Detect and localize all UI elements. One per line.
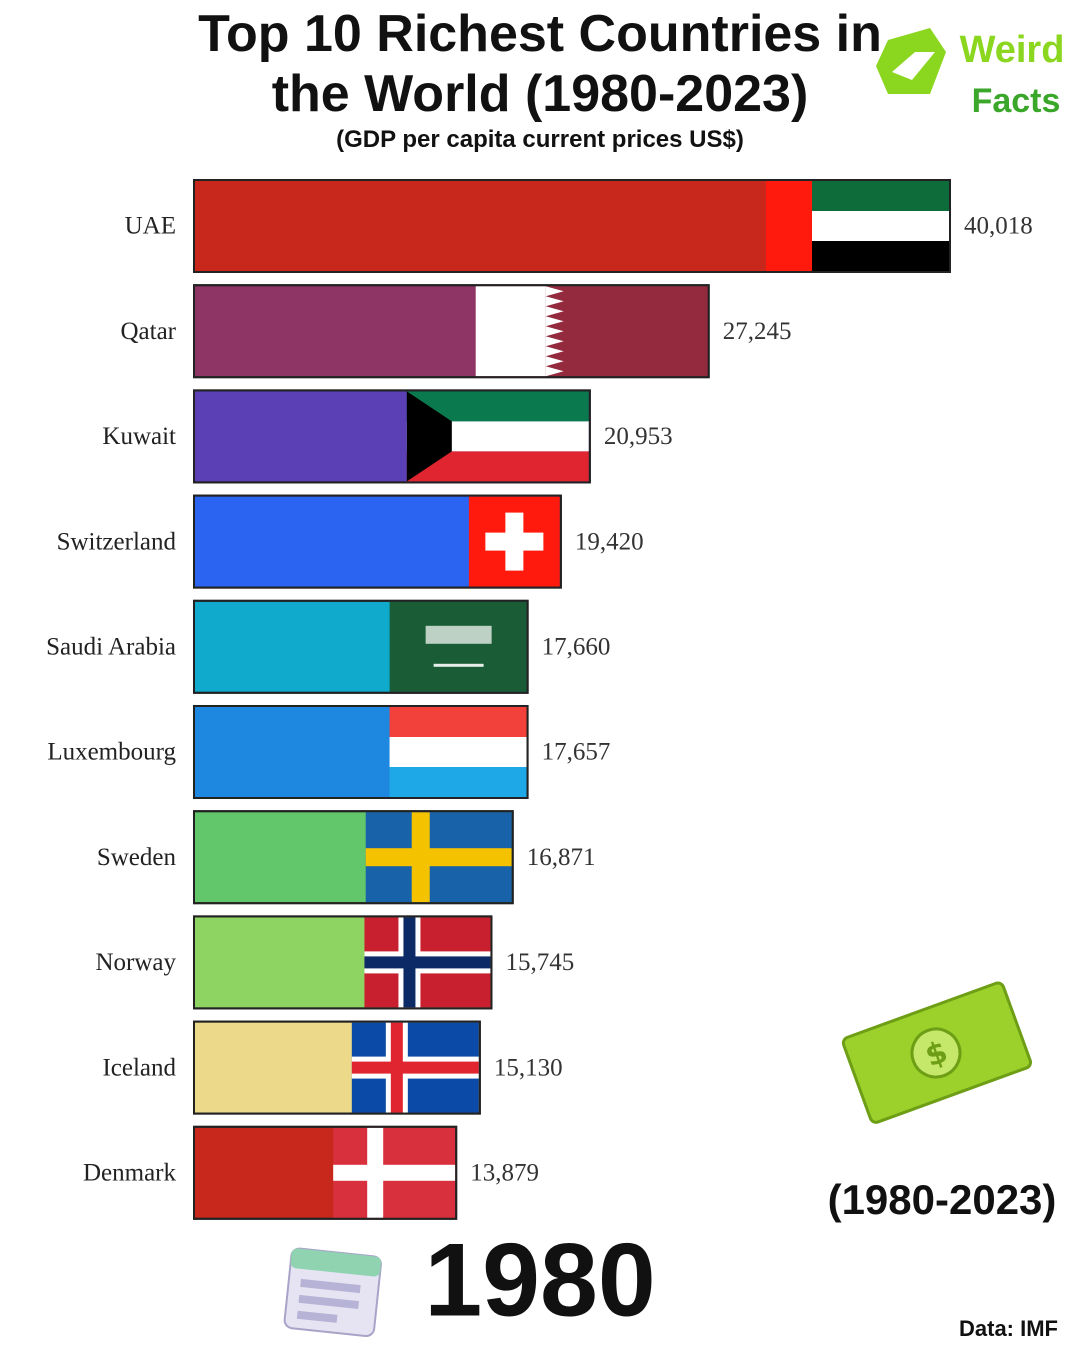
flag [766, 181, 949, 271]
bar-outline [193, 810, 514, 905]
flag-part [364, 956, 491, 969]
value-label: 15,745 [505, 949, 574, 976]
flag-part [351, 1061, 479, 1074]
chart-subtitle: (GDP per capita current prices US$) [336, 126, 744, 153]
flag-part [766, 181, 812, 271]
flag-part [545, 286, 564, 377]
category-label: Switzerland [57, 528, 177, 555]
year-label: 1980 [424, 1222, 655, 1338]
value-label: 19,420 [575, 528, 644, 555]
logo: Weird Facts [876, 28, 1064, 120]
calendar-row [300, 1278, 361, 1294]
flag-part [333, 1164, 456, 1181]
flag-part [389, 601, 527, 692]
calendar-top [290, 1248, 382, 1277]
value-label: 27,245 [723, 318, 792, 345]
category-label: Qatar [120, 318, 176, 345]
flag [475, 286, 708, 377]
flag-part [812, 241, 949, 271]
bar-outline [193, 389, 591, 484]
flag [406, 391, 589, 482]
category-label: UAE [125, 213, 176, 240]
flag-part [406, 391, 452, 482]
bar-outline [193, 284, 710, 379]
calendar-row [298, 1294, 359, 1310]
flag [468, 496, 560, 587]
value-label: 13,879 [470, 1160, 539, 1187]
chart-title: Top 10 Richest Countries in the World (1… [198, 5, 882, 123]
calendar-row [296, 1310, 338, 1323]
flag-part [485, 532, 544, 551]
category-label: Denmark [83, 1160, 177, 1187]
flag-part [389, 707, 527, 737]
category-label: Luxembourg [47, 739, 176, 766]
category-label: Sweden [97, 844, 177, 871]
period-label: (1980-2023) [828, 1176, 1057, 1223]
flag-part [812, 181, 949, 211]
logo-text: Facts [972, 82, 1061, 120]
bar-outline [193, 705, 529, 799]
bar-outline [193, 1020, 481, 1115]
value-label: 40,018 [964, 213, 1033, 240]
value-label: 20,953 [604, 423, 673, 450]
flag [364, 917, 491, 1008]
bar-outline [193, 915, 493, 1010]
bar-outline [193, 179, 951, 273]
logo-text: Weird [960, 29, 1065, 71]
calendar-icon [283, 1247, 382, 1337]
flag-part [425, 625, 492, 644]
flag [333, 1127, 456, 1218]
bar-outline [193, 494, 562, 589]
coin [910, 1027, 962, 1079]
value-label: 16,871 [527, 844, 596, 871]
category-label: Norway [95, 949, 176, 976]
category-label: Iceland [102, 1054, 176, 1081]
source-label: Data: IMF [959, 1316, 1058, 1341]
flag-part [812, 211, 949, 241]
bar-outline [193, 1125, 458, 1220]
flag-part [389, 737, 527, 767]
value-label: 17,657 [542, 739, 611, 766]
flag-part [365, 848, 512, 867]
category-label: Kuwait [102, 423, 176, 450]
value-label: 17,660 [542, 634, 611, 661]
category-label: Saudi Arabia [46, 634, 176, 661]
flag-part [389, 767, 527, 797]
value-label: 15,130 [494, 1054, 563, 1081]
flag [389, 707, 527, 797]
flag-part [475, 286, 546, 377]
flag [365, 812, 512, 903]
money-icon: $ [841, 981, 1033, 1124]
flag [351, 1022, 479, 1113]
bar-outline [193, 599, 529, 694]
flag-part [433, 663, 484, 667]
logo-mark [892, 52, 935, 80]
flag [389, 601, 527, 692]
